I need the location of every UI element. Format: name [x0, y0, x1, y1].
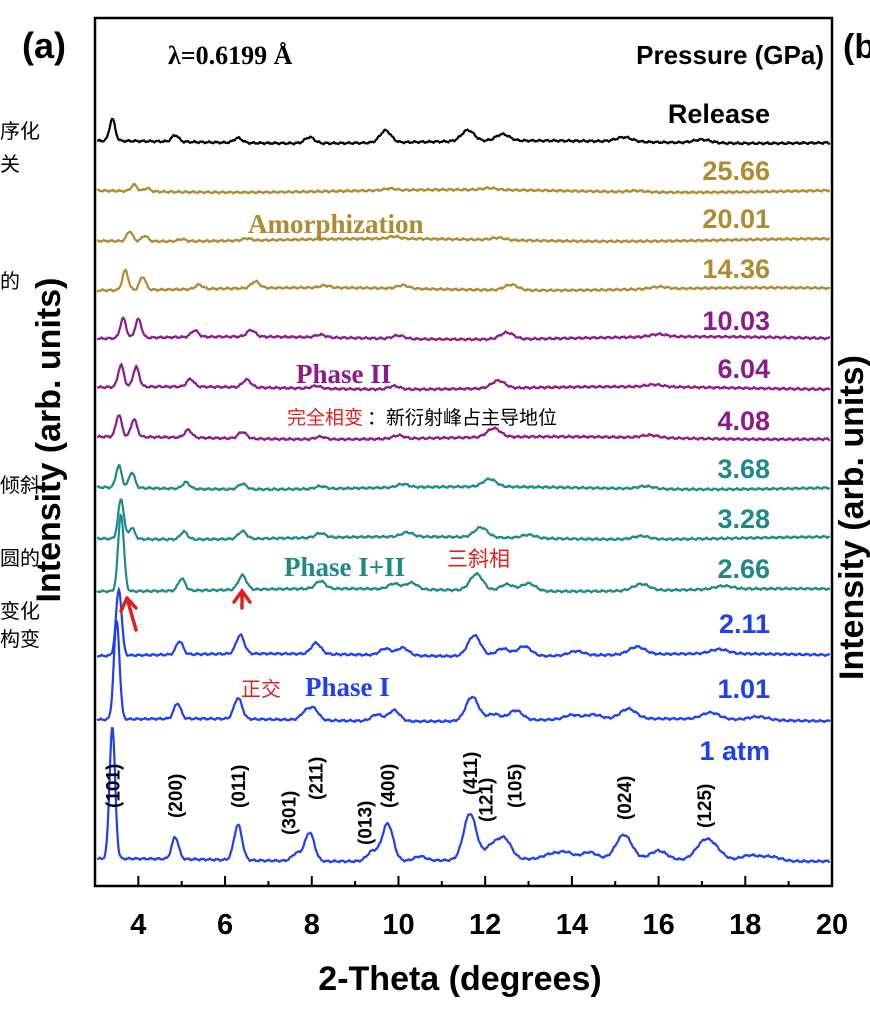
series-label: 3.68	[717, 454, 770, 484]
series-traces	[96, 117, 831, 864]
series-label: Release	[668, 99, 770, 129]
x-tick-label: 6	[217, 909, 233, 941]
hkl-label: (121)	[477, 778, 498, 822]
hkl-label: (211)	[307, 757, 328, 800]
series-label: 2.11	[719, 609, 770, 639]
x-axis-label: 2-Theta (degrees)	[318, 960, 601, 998]
hkl-label: (013)	[355, 801, 376, 845]
series-line	[96, 585, 830, 659]
next-panel-label: (b	[843, 28, 870, 66]
series-line	[96, 414, 831, 442]
margin-fragment: 倾斜	[0, 473, 40, 497]
series-line	[96, 230, 830, 244]
series-labels: Release 25.66 20.01 14.36 10.03 6.04 4.08 3.68 3…	[668, 99, 770, 766]
amorphization-label: Amorphization	[248, 209, 424, 239]
legend-title: Pressure (GPa)	[636, 40, 824, 70]
series-line	[96, 618, 831, 724]
series-line	[96, 463, 831, 492]
red-arrow	[232, 588, 252, 610]
right-panel-ylabel-fragment: Intensity (arb. units)	[833, 355, 870, 680]
series-line	[96, 513, 831, 594]
series-label: 20.01	[702, 204, 770, 234]
hkl-label: (411)	[461, 752, 482, 795]
phase-i-label: Phase I	[305, 672, 390, 702]
series-label: 3.28	[717, 504, 770, 534]
x-tick-label: 10	[382, 909, 414, 941]
series-label: 10.03	[702, 306, 770, 336]
panel-label: (a)	[22, 25, 66, 66]
x-tick-label: 18	[729, 909, 761, 941]
series-line	[96, 268, 831, 293]
margin-fragment: 构变	[0, 627, 40, 651]
triclinic-annotation: 三斜相	[447, 547, 510, 571]
x-tick-label: 14	[556, 909, 588, 941]
x-axis: 4 6 8 10 12 14 16 18 20	[94, 876, 848, 941]
y-axis-label: Intensity (arb. units)	[30, 278, 68, 603]
margin-fragment: 关	[0, 152, 20, 176]
orthorhombic-annotation: 正交	[241, 677, 281, 701]
hkl-label: (301)	[280, 791, 301, 835]
x-tick-label: 4	[130, 909, 146, 941]
series-label: 14.36	[702, 254, 770, 284]
transition-annotation-red: 完全相变	[287, 407, 363, 429]
x-tick-label: 20	[816, 909, 848, 941]
hkl-label: (200)	[166, 774, 187, 818]
margin-fragment: 的	[0, 269, 20, 293]
hkl-label: (101)	[103, 764, 124, 808]
x-tick-label: 16	[642, 909, 674, 941]
series-line	[97, 498, 831, 542]
x-tick-label: 8	[304, 909, 320, 941]
plot-frame	[93, 16, 834, 888]
x-tick-label: 12	[469, 909, 501, 941]
series-label: 1 atm	[699, 736, 770, 766]
hkl-label: (011)	[229, 765, 250, 808]
series-label: 6.04	[717, 354, 770, 384]
series-line	[97, 117, 831, 146]
margin-fragment: 变化	[0, 599, 40, 623]
phase-mix-label: Phase I+II	[284, 552, 405, 582]
series-label: 1.01	[717, 674, 770, 704]
series-line	[96, 182, 830, 195]
hkl-label: (024)	[615, 776, 636, 820]
phase-ii-label: Phase II	[296, 359, 391, 389]
series-label: 25.66	[702, 156, 770, 186]
wavelength-label: λ=0.6199 Å	[168, 41, 293, 70]
series-label: 4.08	[717, 406, 770, 436]
series-line	[96, 362, 831, 392]
series-label: 2.66	[717, 554, 770, 584]
series-line	[96, 726, 830, 864]
red-arrows	[119, 588, 252, 632]
hkl-label: (400)	[379, 764, 400, 808]
red-arrow	[119, 596, 138, 632]
margin-fragment: 序化	[0, 119, 40, 143]
hkl-label: (105)	[506, 764, 527, 808]
margin-fragment: 圆的	[0, 546, 40, 570]
phase-labels: Amorphization Phase II Phase I+II Phase I 完全…	[241, 209, 557, 702]
hkl-label: (125)	[695, 784, 716, 828]
hkl-labels: (101) (200) (011) (301) (211) (013)(400) (411)…	[103, 752, 716, 845]
transition-annotation-black: ：新衍射峰占主导地位	[367, 407, 557, 429]
series-line	[96, 316, 831, 342]
